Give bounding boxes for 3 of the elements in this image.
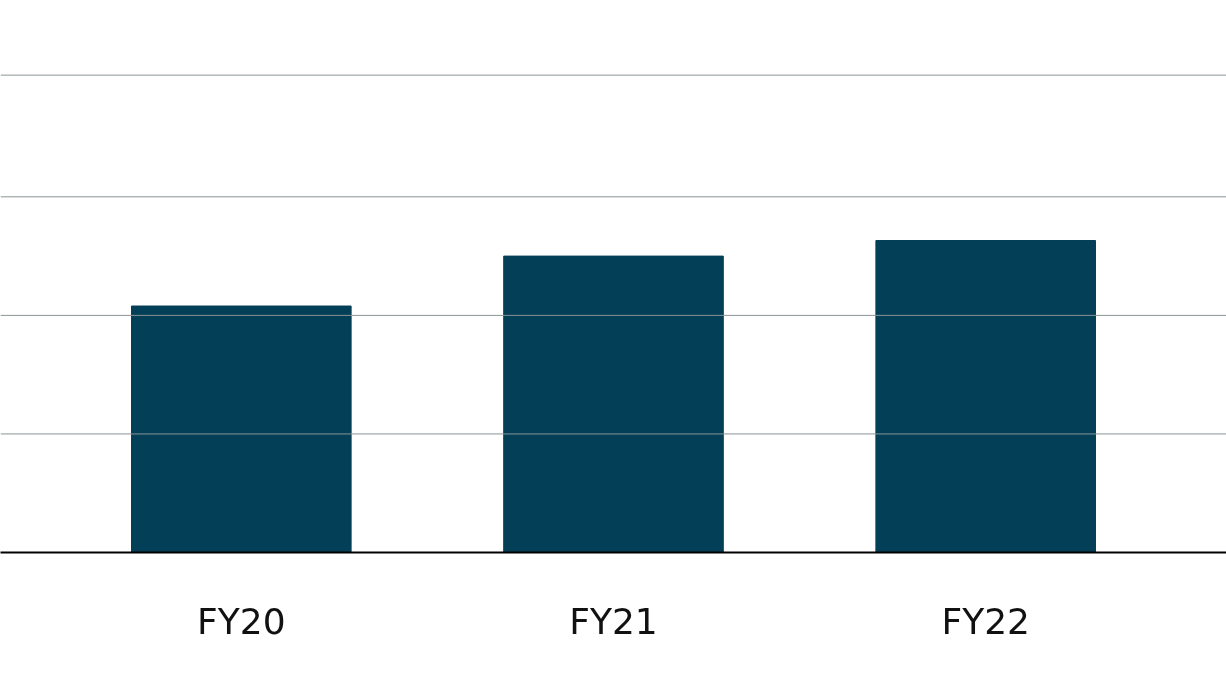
x-tick-label: FY22 — [941, 600, 1030, 642]
x-tick-label: FY20 — [197, 600, 286, 642]
x-tick-label: FY21 — [569, 600, 658, 642]
